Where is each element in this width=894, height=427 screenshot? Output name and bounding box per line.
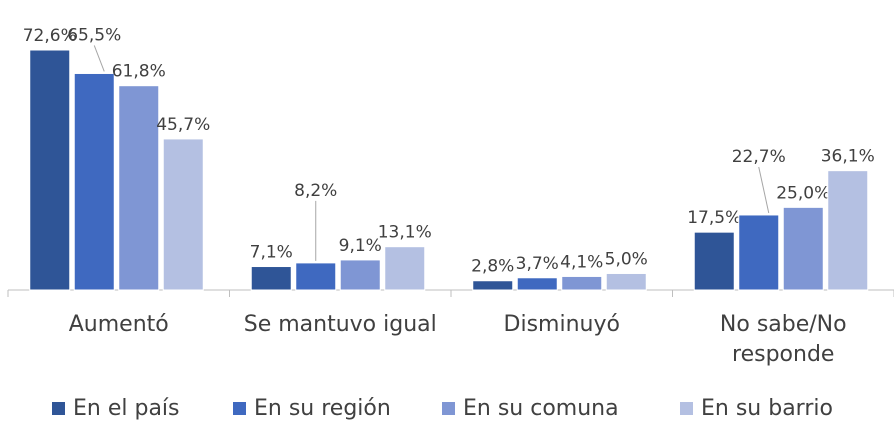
category-label: No sabe/No responde <box>719 312 847 367</box>
data-label: 45,7% <box>156 115 210 135</box>
data-label: 17,5% <box>687 208 741 228</box>
legend-label: En su comuna <box>463 396 619 421</box>
data-label: 25,0% <box>776 183 830 203</box>
bar <box>162 138 204 291</box>
legend-swatch <box>233 402 246 415</box>
bar <box>250 266 292 291</box>
data-label: 72,6% <box>23 26 77 46</box>
bar <box>693 231 735 291</box>
bar <box>73 72 115 291</box>
legend-swatch <box>442 402 455 415</box>
legend-item: En su región <box>233 396 391 421</box>
bar <box>295 262 337 291</box>
category-label: Aumentó <box>68 312 169 337</box>
legend-label: En su barrio <box>701 396 833 421</box>
data-label: 3,7% <box>516 254 559 274</box>
data-label: 5,0% <box>605 249 648 269</box>
data-label: 65,5% <box>67 25 121 45</box>
legend-label: En su región <box>254 396 391 421</box>
bar <box>738 214 780 291</box>
legend-label: En el país <box>73 396 180 421</box>
bar <box>561 275 603 291</box>
leader-line <box>758 166 770 214</box>
bar <box>605 272 647 291</box>
bar <box>118 85 160 291</box>
data-label: 13,1% <box>378 223 432 243</box>
bar <box>339 259 381 291</box>
leader-line <box>93 45 105 72</box>
bar <box>29 49 71 291</box>
data-label: 9,1% <box>339 236 382 256</box>
data-label: 36,1% <box>821 147 875 167</box>
legend-swatch <box>680 402 693 415</box>
legend-swatch <box>52 402 65 415</box>
bar <box>782 206 824 291</box>
data-label: 2,8% <box>471 257 514 277</box>
data-label: 7,1% <box>250 243 293 263</box>
bar <box>384 246 426 291</box>
bar <box>827 170 869 291</box>
legend-item: En su comuna <box>442 396 619 421</box>
category-label: Disminuyó <box>503 312 620 337</box>
data-label: 22,7% <box>732 147 786 167</box>
legend-item: En su barrio <box>680 396 833 421</box>
category-label: Se mantuvo igual <box>243 312 437 337</box>
data-label: 61,8% <box>112 62 166 82</box>
bar <box>472 280 514 291</box>
bar <box>516 277 558 291</box>
legend-item: En el país <box>52 396 180 421</box>
data-label: 8,2% <box>294 181 337 201</box>
data-label: 4,1% <box>560 252 603 272</box>
